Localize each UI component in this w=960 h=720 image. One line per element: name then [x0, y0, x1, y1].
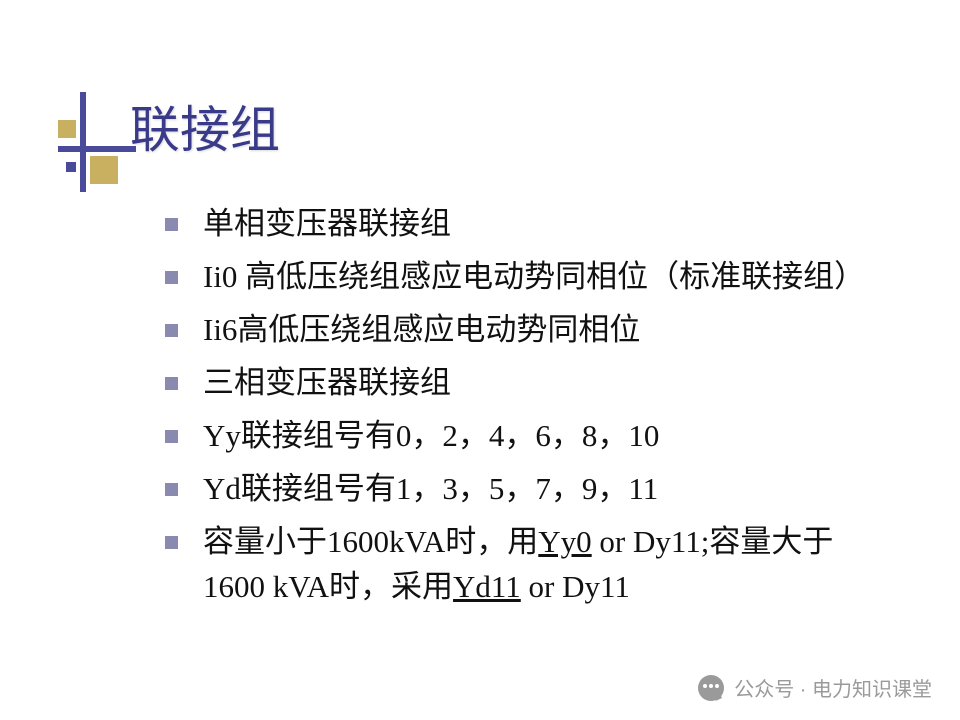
list-item: Yy联接组号有0，2，4，6，8，10 — [165, 414, 870, 459]
watermark-text: 公众号 · 电力知识课堂 — [734, 673, 932, 702]
list-item: 单相变压器联接组 — [165, 202, 870, 247]
list-item: 容量小于1600kVA时，用Yy0 or Dy11;容量大于1600 kVA时，… — [165, 520, 870, 610]
text-run: 容量小于1600kVA时，用 — [203, 524, 538, 559]
slide-title: 联接组 — [130, 90, 890, 162]
list-item: Ii0 高低压绕组感应电动势同相位（标准联接组） — [165, 255, 870, 300]
list-item: Yd联接组号有1，3，5，7，9，11 — [165, 467, 870, 512]
corner-decoration — [58, 92, 138, 202]
list-item: 三相变压器联接组 — [165, 361, 870, 406]
slide: 联接组 单相变压器联接组 Ii0 高低压绕组感应电动势同相位（标准联接组） Ii… — [0, 0, 960, 720]
wechat-icon — [698, 675, 724, 701]
bullet-list: 单相变压器联接组 Ii0 高低压绕组感应电动势同相位（标准联接组） Ii6高低压… — [165, 202, 870, 610]
underline-text: Yy0 — [538, 524, 591, 559]
watermark: 公众号 · 电力知识课堂 — [698, 673, 932, 702]
underline-text: Yd11 — [453, 569, 521, 604]
text-run: or Dy11 — [521, 569, 630, 604]
list-item: Ii6高低压绕组感应电动势同相位 — [165, 308, 870, 353]
